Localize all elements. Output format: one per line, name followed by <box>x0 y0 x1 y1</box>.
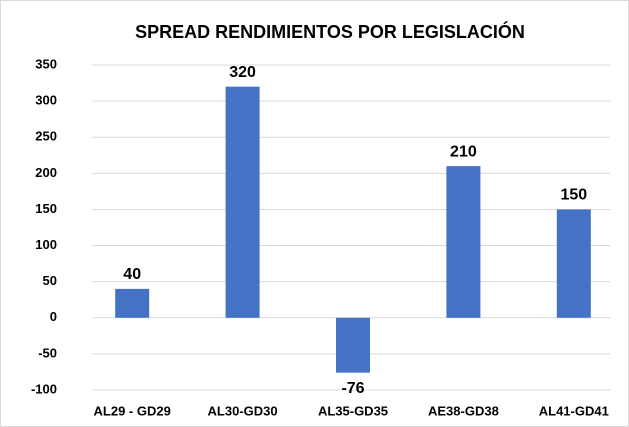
y-tick-label: -50 <box>38 345 57 360</box>
y-tick-label: 350 <box>35 56 57 71</box>
bar <box>336 317 370 373</box>
x-tick-label: AE38-GD38 <box>428 403 499 418</box>
x-tick-label: AL29 - GD29 <box>94 403 171 418</box>
data-label: 40 <box>123 266 141 283</box>
y-tick-label: 200 <box>35 165 57 180</box>
data-label: 320 <box>229 64 256 81</box>
data-label: 150 <box>560 187 587 204</box>
bar <box>556 209 591 318</box>
y-tick-label: 150 <box>35 201 57 216</box>
y-tick-label: 250 <box>35 129 57 144</box>
x-tick-label: AL35-GD35 <box>318 403 388 418</box>
y-tick-label: 0 <box>50 309 57 324</box>
x-tick-label: AL30-GD30 <box>208 403 278 418</box>
x-tick-label: AL41-GD41 <box>539 403 609 418</box>
chart-title: SPREAD RENDIMIENTOS POR LEGISLACIÓN <box>135 21 525 42</box>
bar <box>446 166 481 318</box>
bar <box>115 288 150 318</box>
bar <box>225 86 260 318</box>
y-tick-label: 100 <box>35 237 57 252</box>
data-label: 210 <box>450 143 477 160</box>
data-label: -76 <box>341 380 364 397</box>
y-tick-label: 300 <box>35 93 57 108</box>
y-tick-label: -100 <box>31 381 57 396</box>
y-tick-label: 50 <box>43 273 57 288</box>
